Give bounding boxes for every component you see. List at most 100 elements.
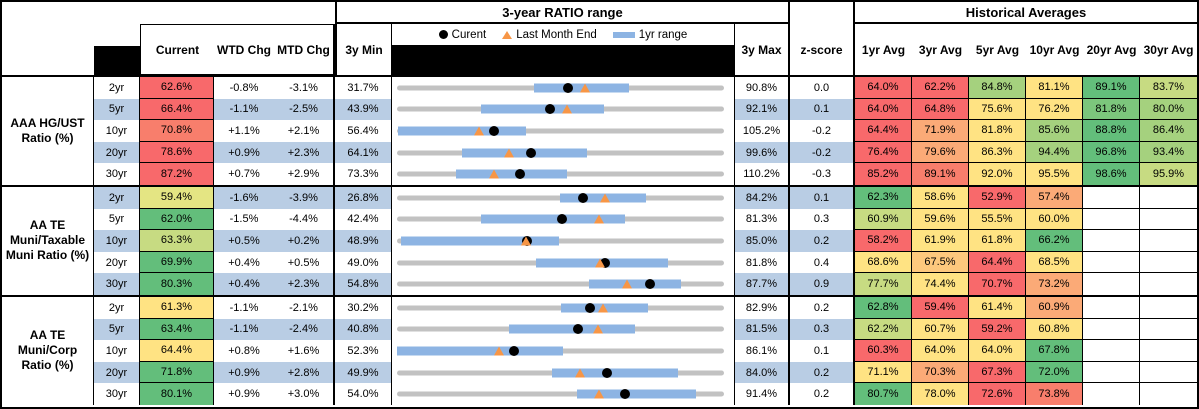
avg-cell-blank bbox=[1083, 383, 1140, 405]
last-month-end-triangle-marker bbox=[595, 258, 606, 268]
avg-cell: 89.1% bbox=[1083, 77, 1140, 99]
avg-cell: 68.5% bbox=[1026, 251, 1083, 274]
3y-min-cell: 49.9% bbox=[335, 361, 392, 384]
mtd-chg-cell: +2.9% bbox=[274, 163, 335, 185]
avg-cell-blank bbox=[1140, 319, 1197, 341]
range-chart bbox=[392, 120, 735, 142]
wtd-chg-cell: +0.9% bbox=[228, 388, 260, 401]
current-value-cell: 69.9% bbox=[140, 251, 214, 274]
avg-cell: 66.2% bbox=[1026, 230, 1083, 252]
tenor-header-black-cell bbox=[94, 46, 140, 75]
avg-cell-blank bbox=[1140, 273, 1197, 295]
avg-cell: 68.6% bbox=[855, 251, 912, 274]
wtd-chg-cell: +0.4% bbox=[228, 256, 260, 269]
avg-cell: 70.3% bbox=[912, 361, 969, 384]
3y-max-cell: 92.1% bbox=[735, 98, 790, 121]
mtd-chg-cell: -4.4% bbox=[274, 208, 335, 231]
historical-averages-title: Historical Averages bbox=[855, 2, 1197, 24]
3y-min-cell: 48.9% bbox=[335, 230, 392, 252]
z-score-cell: 0.4 bbox=[790, 251, 855, 274]
range-chart bbox=[392, 141, 735, 164]
legend-last-month-end: Last Month End bbox=[502, 29, 597, 41]
z-score-column-header: z-score bbox=[790, 2, 855, 75]
current-dot-marker bbox=[584, 302, 595, 313]
avg-cell: 92.0% bbox=[969, 163, 1026, 185]
range-chart bbox=[392, 163, 735, 185]
avg-cell-blank bbox=[1083, 340, 1140, 362]
range-chart bbox=[392, 77, 735, 99]
avg-cell: 93.4% bbox=[1140, 141, 1197, 164]
legend-1yr-range-label: 1yr range bbox=[638, 28, 688, 41]
z-score-cell: 0.3 bbox=[790, 318, 855, 341]
1yr-range-bar bbox=[509, 324, 635, 334]
avg-cell: 85.6% bbox=[1026, 120, 1083, 142]
z-score-cell: 0.9 bbox=[790, 273, 855, 295]
avg-cell: 89.1% bbox=[912, 163, 969, 185]
z-score-cell: -0.3 bbox=[790, 163, 855, 185]
avg-cell: 55.5% bbox=[969, 208, 1026, 231]
current-dot-marker bbox=[620, 389, 631, 400]
3y-max-column-header: 3y Max bbox=[735, 24, 790, 75]
tenor-label: 20yr bbox=[94, 141, 140, 164]
avg-cell-blank bbox=[1083, 318, 1140, 341]
3y-max-cell: 84.2% bbox=[735, 186, 790, 209]
avg-cell: 88.8% bbox=[1083, 120, 1140, 142]
avg-cell: 67.3% bbox=[969, 361, 1026, 384]
avg-cell: 61.9% bbox=[912, 230, 969, 252]
current-dot-marker bbox=[488, 125, 499, 136]
chart-column-header: Curent Last Month End 1yr range bbox=[392, 24, 735, 75]
avg-column-header: 10yr Avg bbox=[1029, 42, 1080, 57]
avg-cell: 62.3% bbox=[855, 186, 912, 209]
avg-cell: 80.7% bbox=[855, 383, 912, 405]
table-row: 5yr 62.0% -1.5% -4.4% 42.4% 81.3% 0.3 60.9% 59.6… bbox=[94, 208, 1197, 231]
range-chart bbox=[392, 383, 735, 405]
3y-max-cell: 81.3% bbox=[735, 208, 790, 231]
current-value-cell: 62.6% bbox=[140, 77, 214, 99]
avg-cell: 64.0% bbox=[855, 77, 912, 99]
current-dot-marker bbox=[645, 279, 656, 290]
current-dot-marker bbox=[515, 169, 526, 180]
1yr-range-bar bbox=[588, 279, 682, 289]
3y-max-cell: 105.2% bbox=[735, 120, 790, 142]
last-month-end-triangle-marker bbox=[580, 83, 591, 93]
table-row: 5yr 66.4% -1.1% -2.5% 43.9% 92.1% 0.1 64.0% 64.8… bbox=[94, 98, 1197, 121]
table-row: 2yr 59.4% -1.6% -3.9% 26.8% 84.2% 0.1 62.3% 58.6… bbox=[94, 186, 1197, 209]
3y-min-cell: 30.2% bbox=[335, 296, 392, 319]
avg-cell: 75.6% bbox=[969, 98, 1026, 121]
avg-cell: 73.2% bbox=[1026, 273, 1083, 295]
mtd-chg-cell: -2.1% bbox=[274, 296, 335, 319]
mtd-chg-cell: +2.8% bbox=[274, 361, 335, 384]
table-row: 30yr 80.3% +0.4% +2.3% 54.8% 87.7% 0.9 77.7% 74.… bbox=[94, 273, 1197, 295]
table-row: 30yr 80.1% +0.9% +3.0% 54.0% 91.4% 0.2 80.7% 78.… bbox=[94, 383, 1197, 405]
avg-cell: 59.6% bbox=[912, 208, 969, 231]
z-score-cell: 0.1 bbox=[790, 98, 855, 121]
avg-cell: 77.7% bbox=[855, 273, 912, 295]
avg-cell: 60.8% bbox=[1026, 318, 1083, 341]
1yr-range-bar bbox=[456, 169, 568, 179]
legend-last-month-label: Last Month End bbox=[516, 28, 597, 41]
tenor-label: 5yr bbox=[94, 208, 140, 231]
tenor-label: 10yr bbox=[94, 230, 140, 252]
range-chart bbox=[392, 318, 735, 341]
current-dot-marker bbox=[577, 192, 588, 203]
3y-range-track bbox=[397, 128, 724, 134]
3y-max-cell: 82.9% bbox=[735, 296, 790, 319]
3y-min-cell: 42.4% bbox=[335, 208, 392, 231]
avg-cell-blank bbox=[1140, 362, 1197, 384]
range-chart bbox=[392, 186, 735, 209]
avg-cell: 64.4% bbox=[855, 120, 912, 142]
wtd-chg-cell: +0.9% bbox=[214, 361, 274, 384]
1yr-range-bar bbox=[481, 104, 604, 114]
legend-current: Curent bbox=[438, 29, 486, 41]
avg-column-header: 20yr Avg bbox=[1086, 42, 1137, 57]
avg-cell: 60.7% bbox=[912, 318, 969, 341]
table-body: AAA HG/UST Ratio (%) 2yr 62.6% -0.8% -3.1% 31… bbox=[2, 77, 1197, 405]
row-group: AAA HG/UST Ratio (%) 2yr 62.6% -0.8% -3.1% 31… bbox=[2, 77, 1197, 187]
current-value-cell: 63.3% bbox=[140, 230, 214, 252]
1yr-range-bar bbox=[400, 236, 560, 246]
avg-cell: 59.4% bbox=[912, 296, 969, 319]
z-score-cell: 0.0 bbox=[790, 77, 855, 99]
chart-section-title: 3-year RATIO range bbox=[335, 2, 790, 24]
avg-cell: 81.8% bbox=[1083, 98, 1140, 121]
3y-max-cell: 81.5% bbox=[735, 318, 790, 341]
